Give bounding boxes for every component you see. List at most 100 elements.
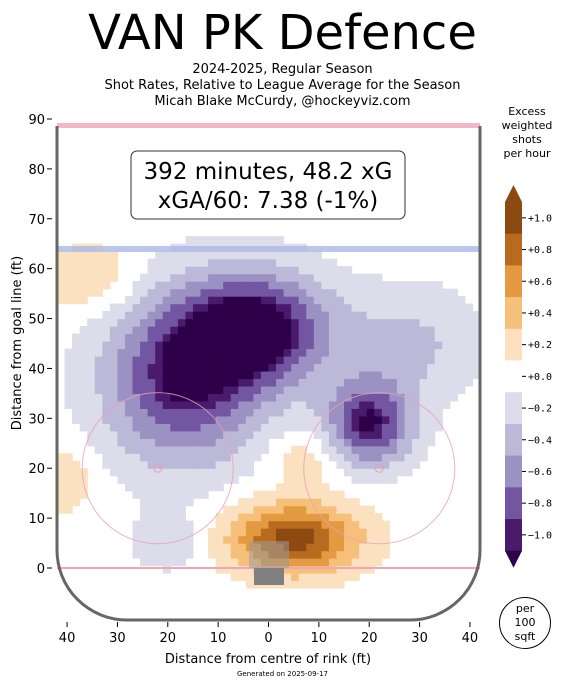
heat-cell (268, 385, 277, 394)
heat-cell (215, 258, 224, 267)
heat-cell (170, 281, 179, 290)
heat-cell (306, 490, 315, 499)
heat-cell (253, 251, 262, 260)
heat-cell (396, 408, 406, 417)
heat-cell (359, 550, 368, 559)
heat-cell (208, 475, 217, 484)
heat-cell (291, 475, 300, 484)
heat-cell (155, 408, 164, 417)
heat-cell (132, 453, 141, 462)
heat-cell (238, 430, 247, 439)
heat-cell (185, 370, 194, 380)
heat-cell (351, 505, 360, 514)
x-tick-label: 30 (109, 631, 126, 646)
heat-cell (321, 303, 330, 312)
heat-cell (177, 498, 187, 507)
heat-cell (230, 326, 239, 335)
heat-cell (268, 408, 277, 417)
heat-cell (306, 341, 315, 350)
heat-cell (162, 543, 171, 552)
heat-cell (298, 326, 307, 335)
heat-cell (298, 558, 307, 567)
heat-cell (170, 528, 179, 537)
heat-cell (170, 363, 179, 372)
heat-cell (57, 258, 66, 267)
heat-cell (427, 333, 436, 342)
heat-cell (87, 341, 96, 350)
heat-cell (313, 415, 322, 424)
heat-cell (389, 385, 398, 394)
heat-cell (336, 558, 345, 567)
heat-cell (117, 393, 126, 402)
heat-cell (215, 311, 224, 320)
heat-cell (359, 326, 368, 335)
heat-cell (359, 400, 368, 409)
heat-cell (79, 378, 88, 387)
heat-cell (291, 341, 300, 350)
heat-cell (162, 453, 171, 462)
heat-cell (313, 258, 322, 267)
heat-cell (200, 363, 209, 372)
heat-cell (359, 430, 368, 439)
heat-cell (208, 445, 217, 454)
heat-cell (404, 303, 413, 312)
heat-cell (253, 348, 262, 357)
heat-cell (155, 326, 164, 335)
heat-cell (457, 303, 466, 312)
heat-cell (260, 505, 270, 514)
heat-cell (283, 400, 292, 409)
heat-cell (215, 341, 224, 350)
heat-cell (238, 281, 247, 290)
heat-cell (238, 468, 247, 477)
heat-cell (374, 408, 383, 417)
heat-cell (306, 385, 315, 394)
heat-cell (419, 333, 428, 342)
heat-cell (200, 453, 209, 462)
heat-cell (328, 318, 338, 327)
heat-cell (230, 258, 239, 267)
heat-cell (344, 281, 353, 290)
heat-cell (223, 543, 232, 552)
heat-cell (359, 520, 368, 529)
heat-cell (442, 363, 451, 372)
heat-cell (72, 385, 81, 394)
heat-cell (140, 400, 149, 409)
heat-cell (155, 348, 164, 357)
heat-cell (192, 453, 202, 462)
heat-cell (102, 415, 111, 424)
heat-cell (238, 318, 247, 327)
heat-cell (260, 445, 270, 454)
heat-cell (147, 513, 156, 522)
heat-cell (283, 408, 292, 417)
heat-cell (124, 378, 134, 387)
heat-cell (260, 348, 270, 357)
heat-cell (419, 318, 428, 327)
heat-cell (170, 258, 179, 267)
heat-cell (344, 288, 353, 297)
heat-cell (306, 303, 315, 312)
heat-cell (94, 408, 103, 417)
heat-cell (419, 296, 428, 305)
heat-cell (336, 288, 345, 297)
heat-cell (208, 296, 217, 305)
heat-cell (321, 423, 330, 432)
heat-cell (366, 565, 375, 574)
heat-cell (72, 333, 81, 342)
heat-cell (276, 430, 285, 439)
heat-cell (427, 288, 436, 297)
heat-cell (306, 348, 315, 357)
heat-cell (124, 415, 134, 424)
heat-cell (419, 423, 428, 432)
heat-cell (291, 400, 300, 409)
heat-cell (412, 445, 421, 454)
heat-cell (276, 513, 285, 522)
heat-cell (177, 438, 187, 447)
heat-cell (336, 378, 345, 387)
heat-cell (283, 385, 292, 394)
heat-cell (223, 251, 232, 260)
heat-cell (192, 341, 202, 350)
heat-cell (419, 281, 428, 290)
heat-cell (268, 355, 277, 365)
heat-cell (381, 311, 390, 320)
heat-cell (351, 370, 360, 380)
